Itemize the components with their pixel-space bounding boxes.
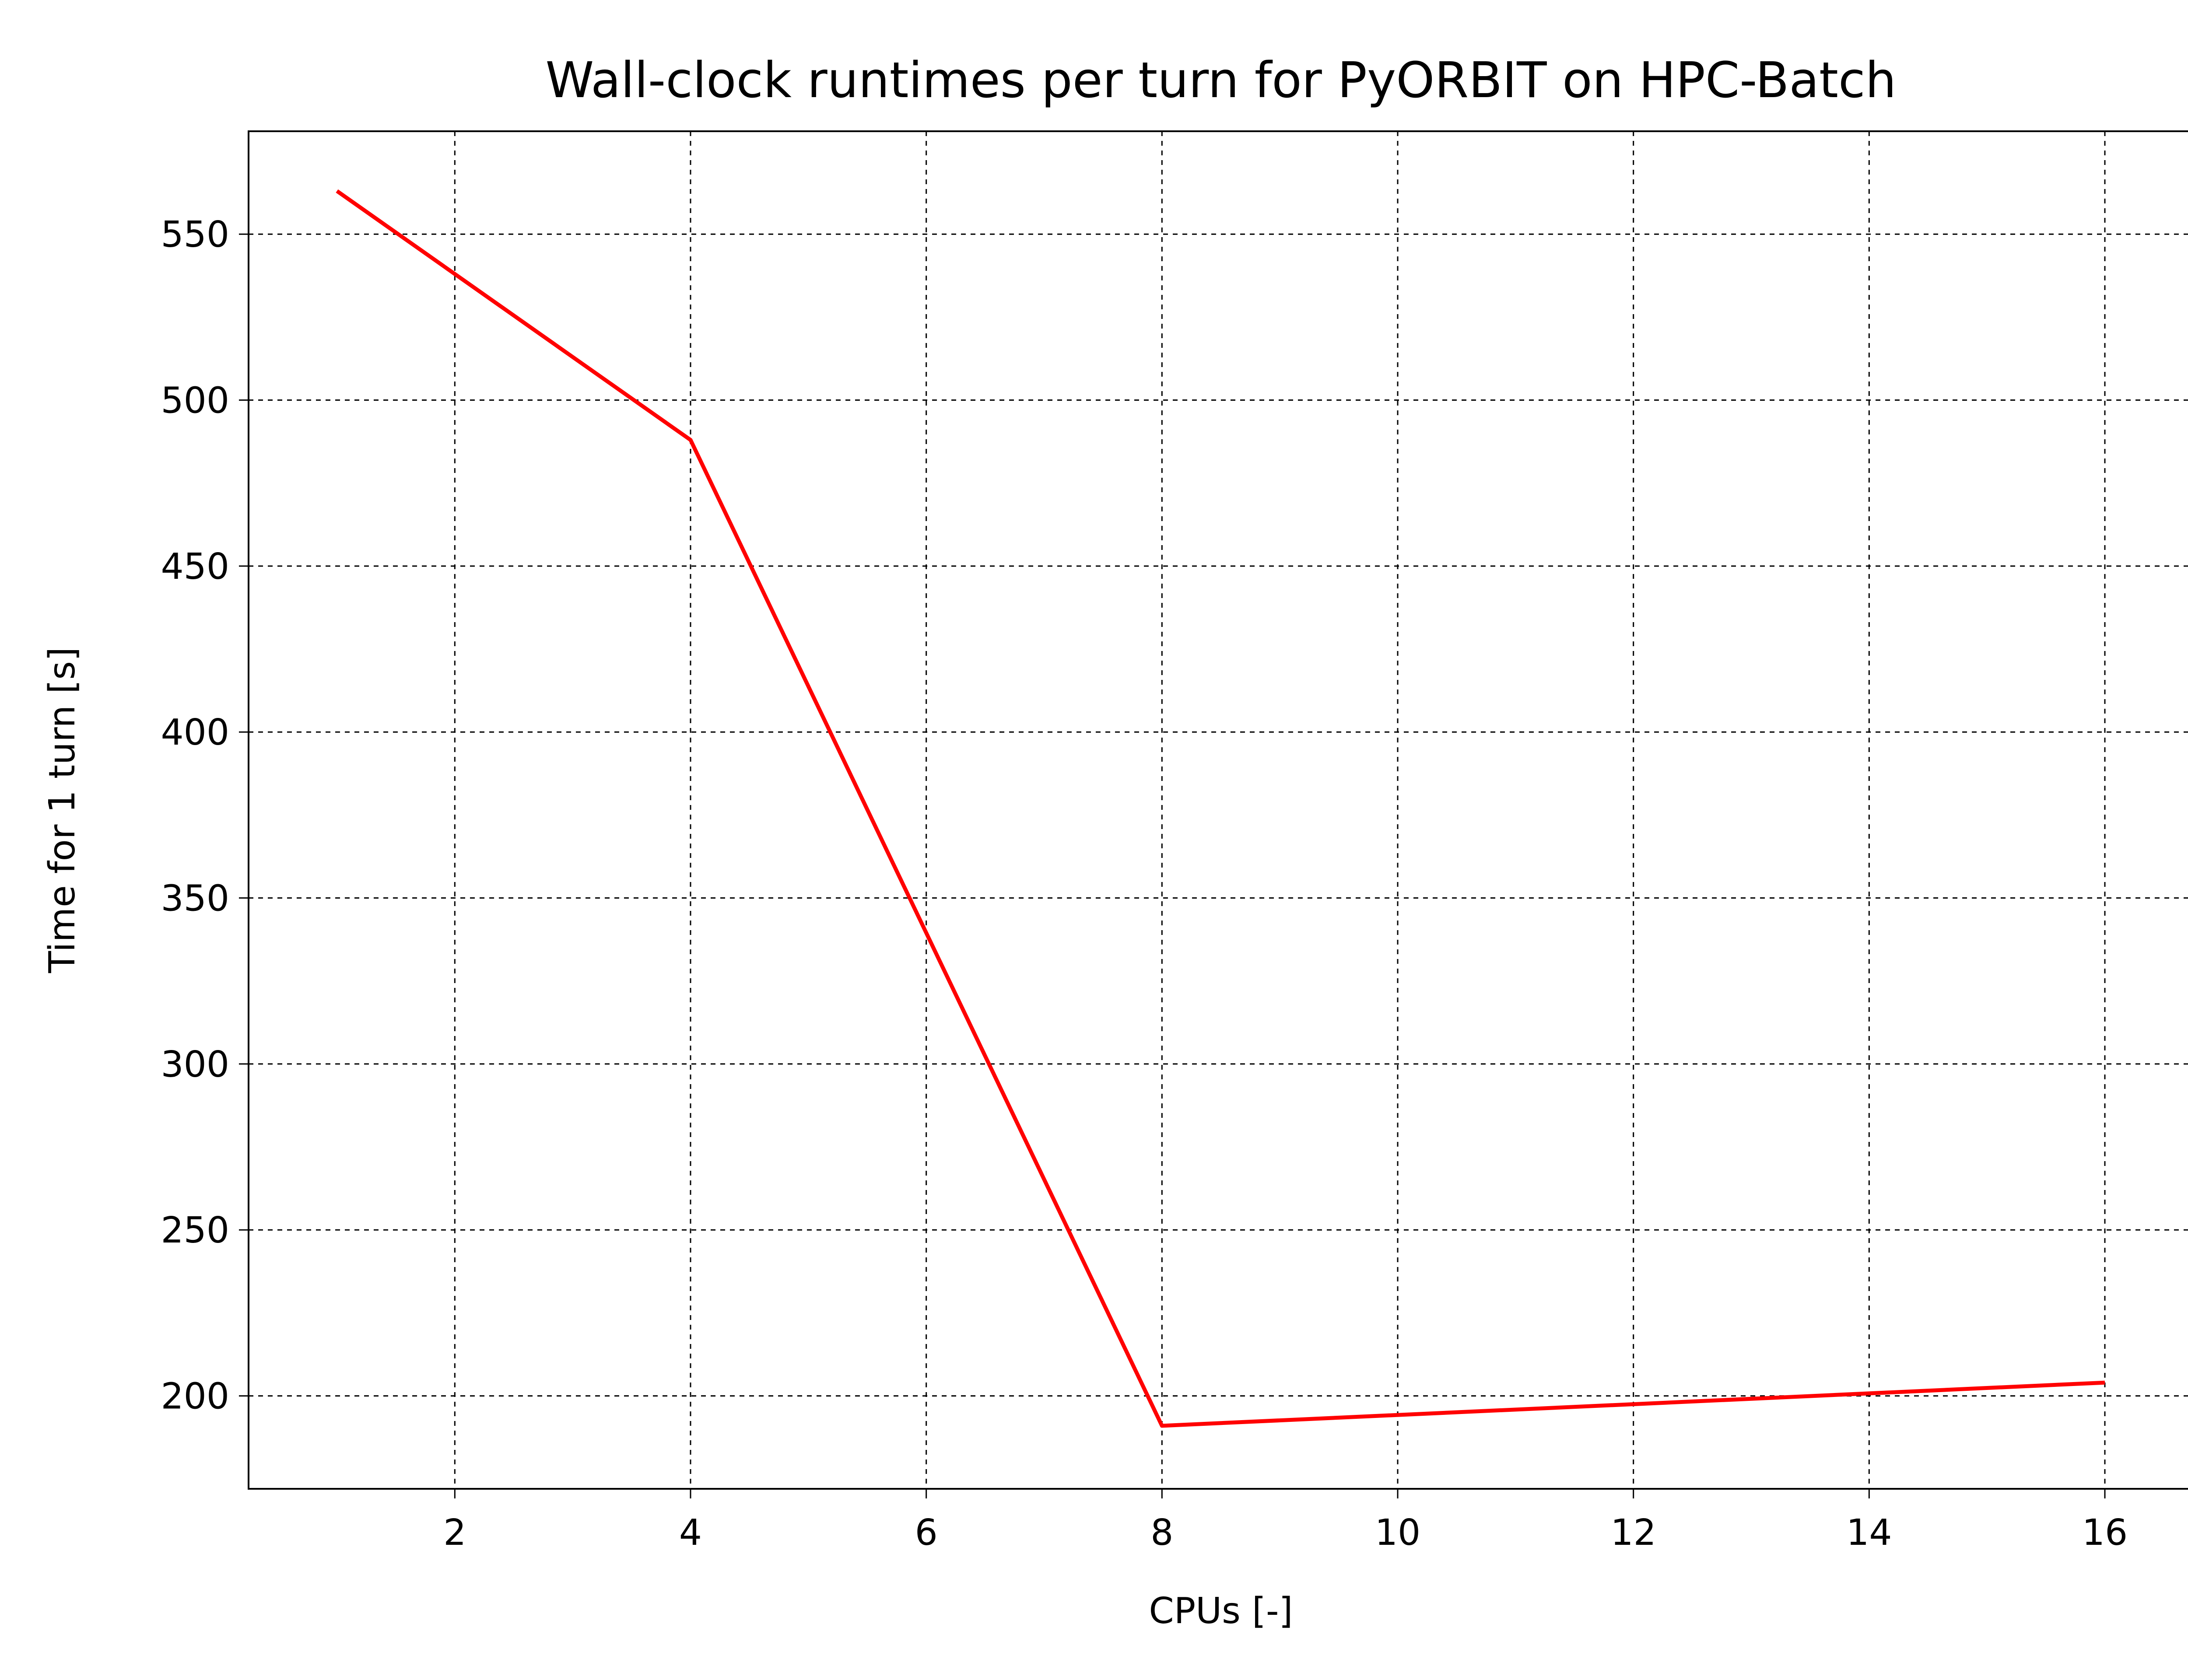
axis-ticks: 2 4 6 8 10 12 14 16 200 250 300 350 400 450 500 550 (161, 214, 2128, 1554)
plot-frame (248, 130, 2188, 1490)
y-tick-label: 450 (161, 546, 229, 588)
y-tick-label: 400 (161, 712, 229, 753)
x-axis-label: CPUs [-] (1149, 1590, 1293, 1632)
x-tick-label: 14 (1846, 1512, 1892, 1554)
x-tick-label: 4 (679, 1512, 702, 1554)
x-tick-label: 12 (1610, 1512, 1656, 1554)
y-tick-label: 550 (161, 214, 229, 256)
y-tick-label: 500 (161, 380, 229, 422)
x-tick-label: 16 (2082, 1512, 2128, 1554)
y-tick-label: 300 (161, 1044, 229, 1085)
chart-title: Wall-clock runtimes per turn for PyORBIT… (545, 52, 1896, 109)
series-layer (336, 189, 2105, 1428)
y-axis-label: Time for 1 turn [s] (42, 647, 83, 973)
x-tick-label: 6 (915, 1512, 938, 1554)
series-line (336, 189, 2105, 1428)
x-tick-label: 8 (1150, 1512, 1173, 1554)
y-tick-label: 350 (161, 878, 229, 920)
x-tick-label: 10 (1375, 1512, 1420, 1554)
y-tick-label: 250 (161, 1210, 229, 1251)
grid-lines (249, 131, 2188, 1489)
x-tick-label: 2 (443, 1512, 466, 1554)
y-tick-label: 200 (161, 1376, 229, 1418)
